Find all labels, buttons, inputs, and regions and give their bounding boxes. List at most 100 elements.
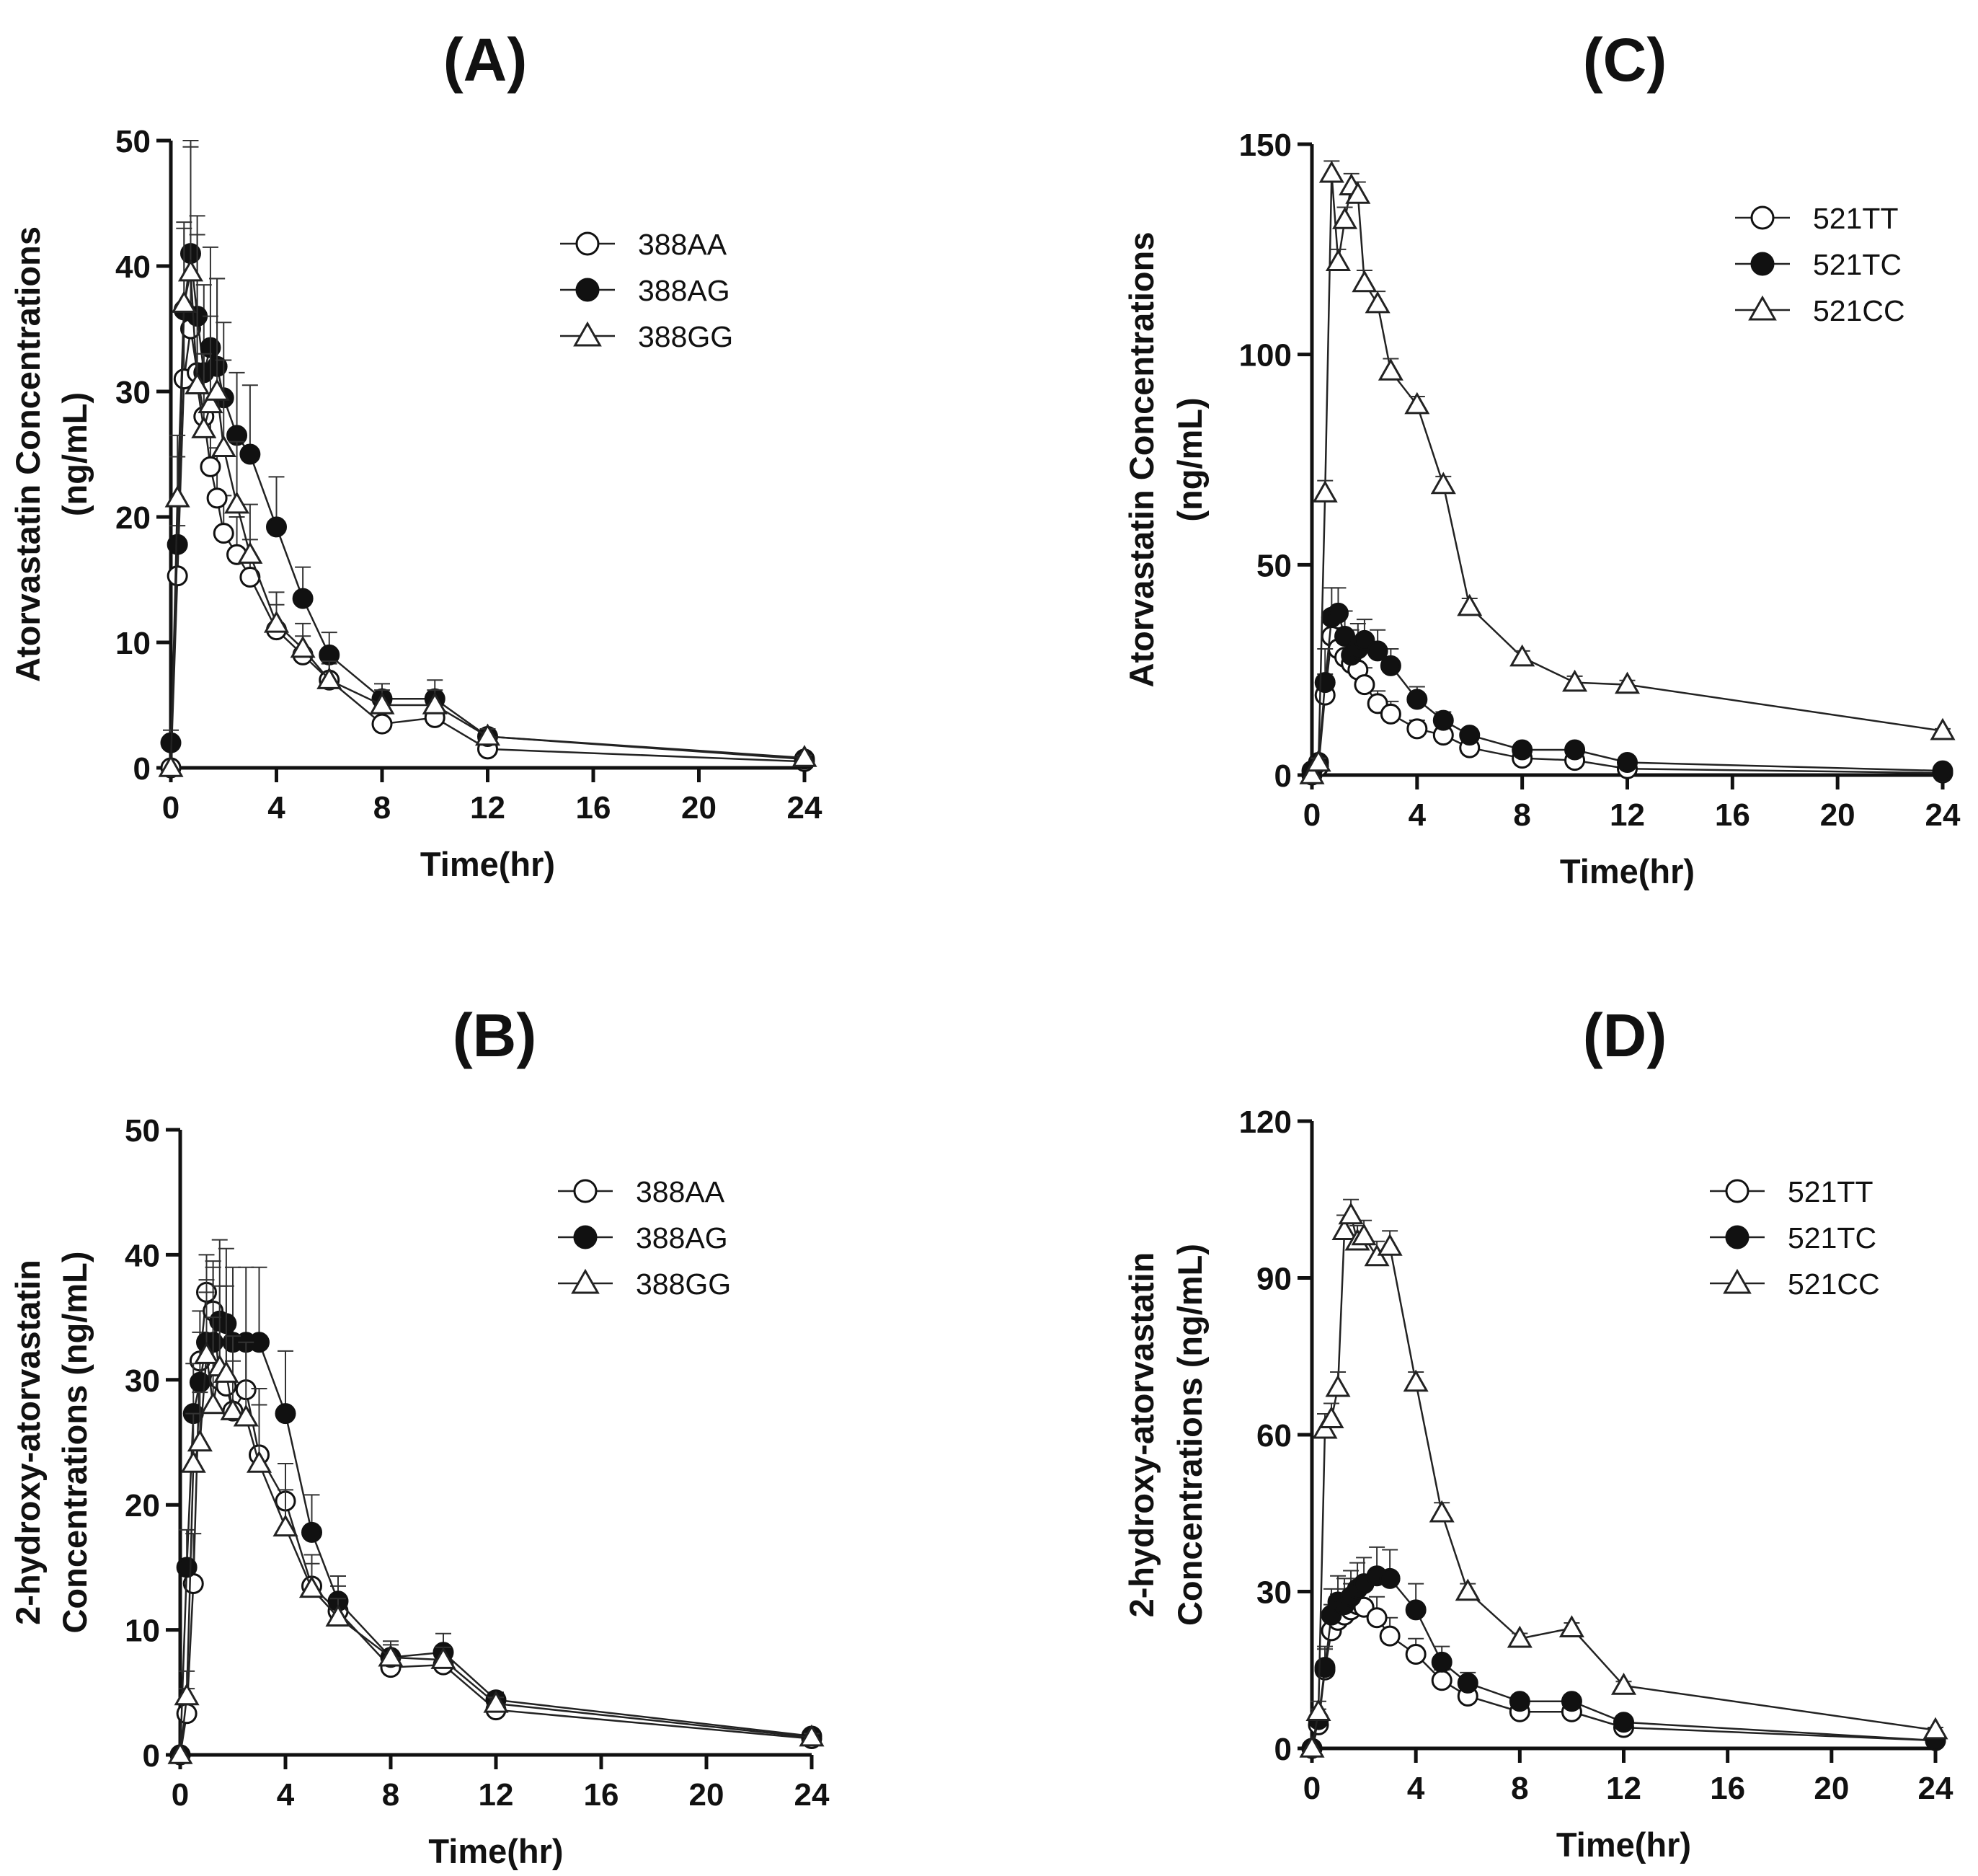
y-tick-label: 0 xyxy=(1274,758,1292,794)
series-388AA xyxy=(169,1254,822,1766)
x-tick-label: 20 xyxy=(1820,797,1855,833)
data-point xyxy=(1325,249,1351,272)
series-line xyxy=(179,1292,812,1756)
data-point xyxy=(378,1644,404,1667)
x-tick-label: 0 xyxy=(162,790,179,826)
data-point xyxy=(1610,1673,1637,1695)
data-point xyxy=(1430,472,1456,495)
data-point xyxy=(1378,358,1403,381)
data-point xyxy=(325,1604,351,1627)
legend-label: 388AA xyxy=(638,228,727,261)
data-point xyxy=(1405,1599,1427,1621)
data-point xyxy=(1562,669,1588,692)
x-tick-label: 20 xyxy=(1814,1771,1849,1806)
legend-item-521TT: 521TT xyxy=(1710,1175,1873,1208)
legend-label: 388AA xyxy=(636,1175,725,1208)
y-tick-label: 50 xyxy=(115,124,151,159)
data-point xyxy=(185,372,210,395)
x-tick-label: 12 xyxy=(1610,797,1645,833)
data-point xyxy=(167,534,188,555)
data-point xyxy=(1930,717,1956,740)
panel-title: (B) xyxy=(453,1001,537,1069)
data-point xyxy=(220,1398,246,1420)
data-point xyxy=(1564,739,1586,761)
data-point xyxy=(1613,1712,1634,1733)
y-axis-title: Atorvastatin Concentrations xyxy=(9,226,47,682)
data-point xyxy=(422,692,448,714)
data-point xyxy=(200,456,221,477)
series-line xyxy=(169,328,805,769)
y-tick-label: 50 xyxy=(1256,548,1292,583)
data-point xyxy=(1345,182,1371,204)
x-tick-label: 4 xyxy=(277,1777,295,1813)
y-axis-title: Concentrations (ng/mL) xyxy=(1171,1244,1209,1626)
x-tick-label: 16 xyxy=(1710,1771,1745,1806)
data-point xyxy=(1332,207,1358,229)
data-point xyxy=(1561,1691,1582,1712)
data-point xyxy=(158,755,184,777)
data-point xyxy=(266,516,287,538)
data-point xyxy=(791,745,817,767)
data-point xyxy=(180,1451,206,1473)
data-point xyxy=(1299,1735,1325,1758)
y-axis-title: 2-hydroxy-atorvastatin xyxy=(9,1260,47,1625)
data-point xyxy=(1314,672,1336,694)
data-point xyxy=(167,1742,193,1764)
data-point xyxy=(233,1404,259,1427)
series-388GG xyxy=(158,146,817,777)
legend-label: 388GG xyxy=(636,1267,731,1301)
x-axis-title: Time(hr) xyxy=(428,1832,563,1870)
data-point xyxy=(1509,644,1535,667)
x-tick-label: 12 xyxy=(479,1777,514,1813)
data-point xyxy=(164,485,190,508)
data-point xyxy=(1459,725,1481,746)
panel-title: (C) xyxy=(1583,26,1667,94)
data-point xyxy=(1558,1615,1584,1637)
data-point xyxy=(371,713,393,735)
series-388GG xyxy=(167,1285,825,1764)
x-tick-label: 4 xyxy=(267,790,285,826)
data-point xyxy=(206,487,228,509)
data-point xyxy=(193,1342,220,1364)
y-tick-label: 30 xyxy=(115,375,151,410)
data-point xyxy=(1365,291,1391,314)
data-point xyxy=(1318,160,1344,183)
data-point xyxy=(189,1371,210,1393)
data-point xyxy=(224,491,250,514)
y-tick-label: 20 xyxy=(115,500,151,536)
legend-item-388AA: 388AA xyxy=(558,1175,725,1208)
data-point xyxy=(292,588,314,609)
panel-title: (A) xyxy=(443,26,528,94)
data-point xyxy=(237,541,263,564)
data-point xyxy=(1406,718,1428,740)
data-point xyxy=(1614,671,1641,694)
legend-label: 388GG xyxy=(638,320,733,353)
legend-marker xyxy=(571,1268,600,1294)
x-tick-label: 12 xyxy=(470,790,505,826)
data-point xyxy=(799,1724,825,1747)
legend-item-521CC: 521CC xyxy=(1710,1267,1880,1301)
y-tick-label: 90 xyxy=(1256,1262,1292,1297)
data-point xyxy=(200,1391,226,1415)
data-point xyxy=(1354,674,1375,696)
y-tick-label: 30 xyxy=(125,1363,160,1399)
data-point xyxy=(1431,1651,1453,1673)
y-axis-title: 2-hydroxy-atorvastatin xyxy=(1122,1252,1161,1618)
data-point xyxy=(1377,1234,1403,1256)
legend-item-388AG: 388AG xyxy=(558,1221,728,1255)
data-point xyxy=(1429,1500,1455,1523)
data-point xyxy=(174,1683,200,1706)
series-521CC xyxy=(1299,1198,1948,1758)
data-point xyxy=(1327,602,1349,624)
legend-marker xyxy=(573,1179,598,1203)
x-tick-label: 16 xyxy=(584,1777,619,1813)
data-point xyxy=(1312,480,1338,503)
data-point xyxy=(1431,1670,1453,1691)
legend-label: 521TT xyxy=(1788,1175,1873,1208)
data-point xyxy=(275,1403,296,1425)
data-point xyxy=(239,443,261,465)
data-point xyxy=(1406,689,1428,710)
y-tick-label: 120 xyxy=(1239,1105,1292,1140)
data-point xyxy=(1314,1657,1336,1678)
legend-label: 521CC xyxy=(1813,294,1905,327)
